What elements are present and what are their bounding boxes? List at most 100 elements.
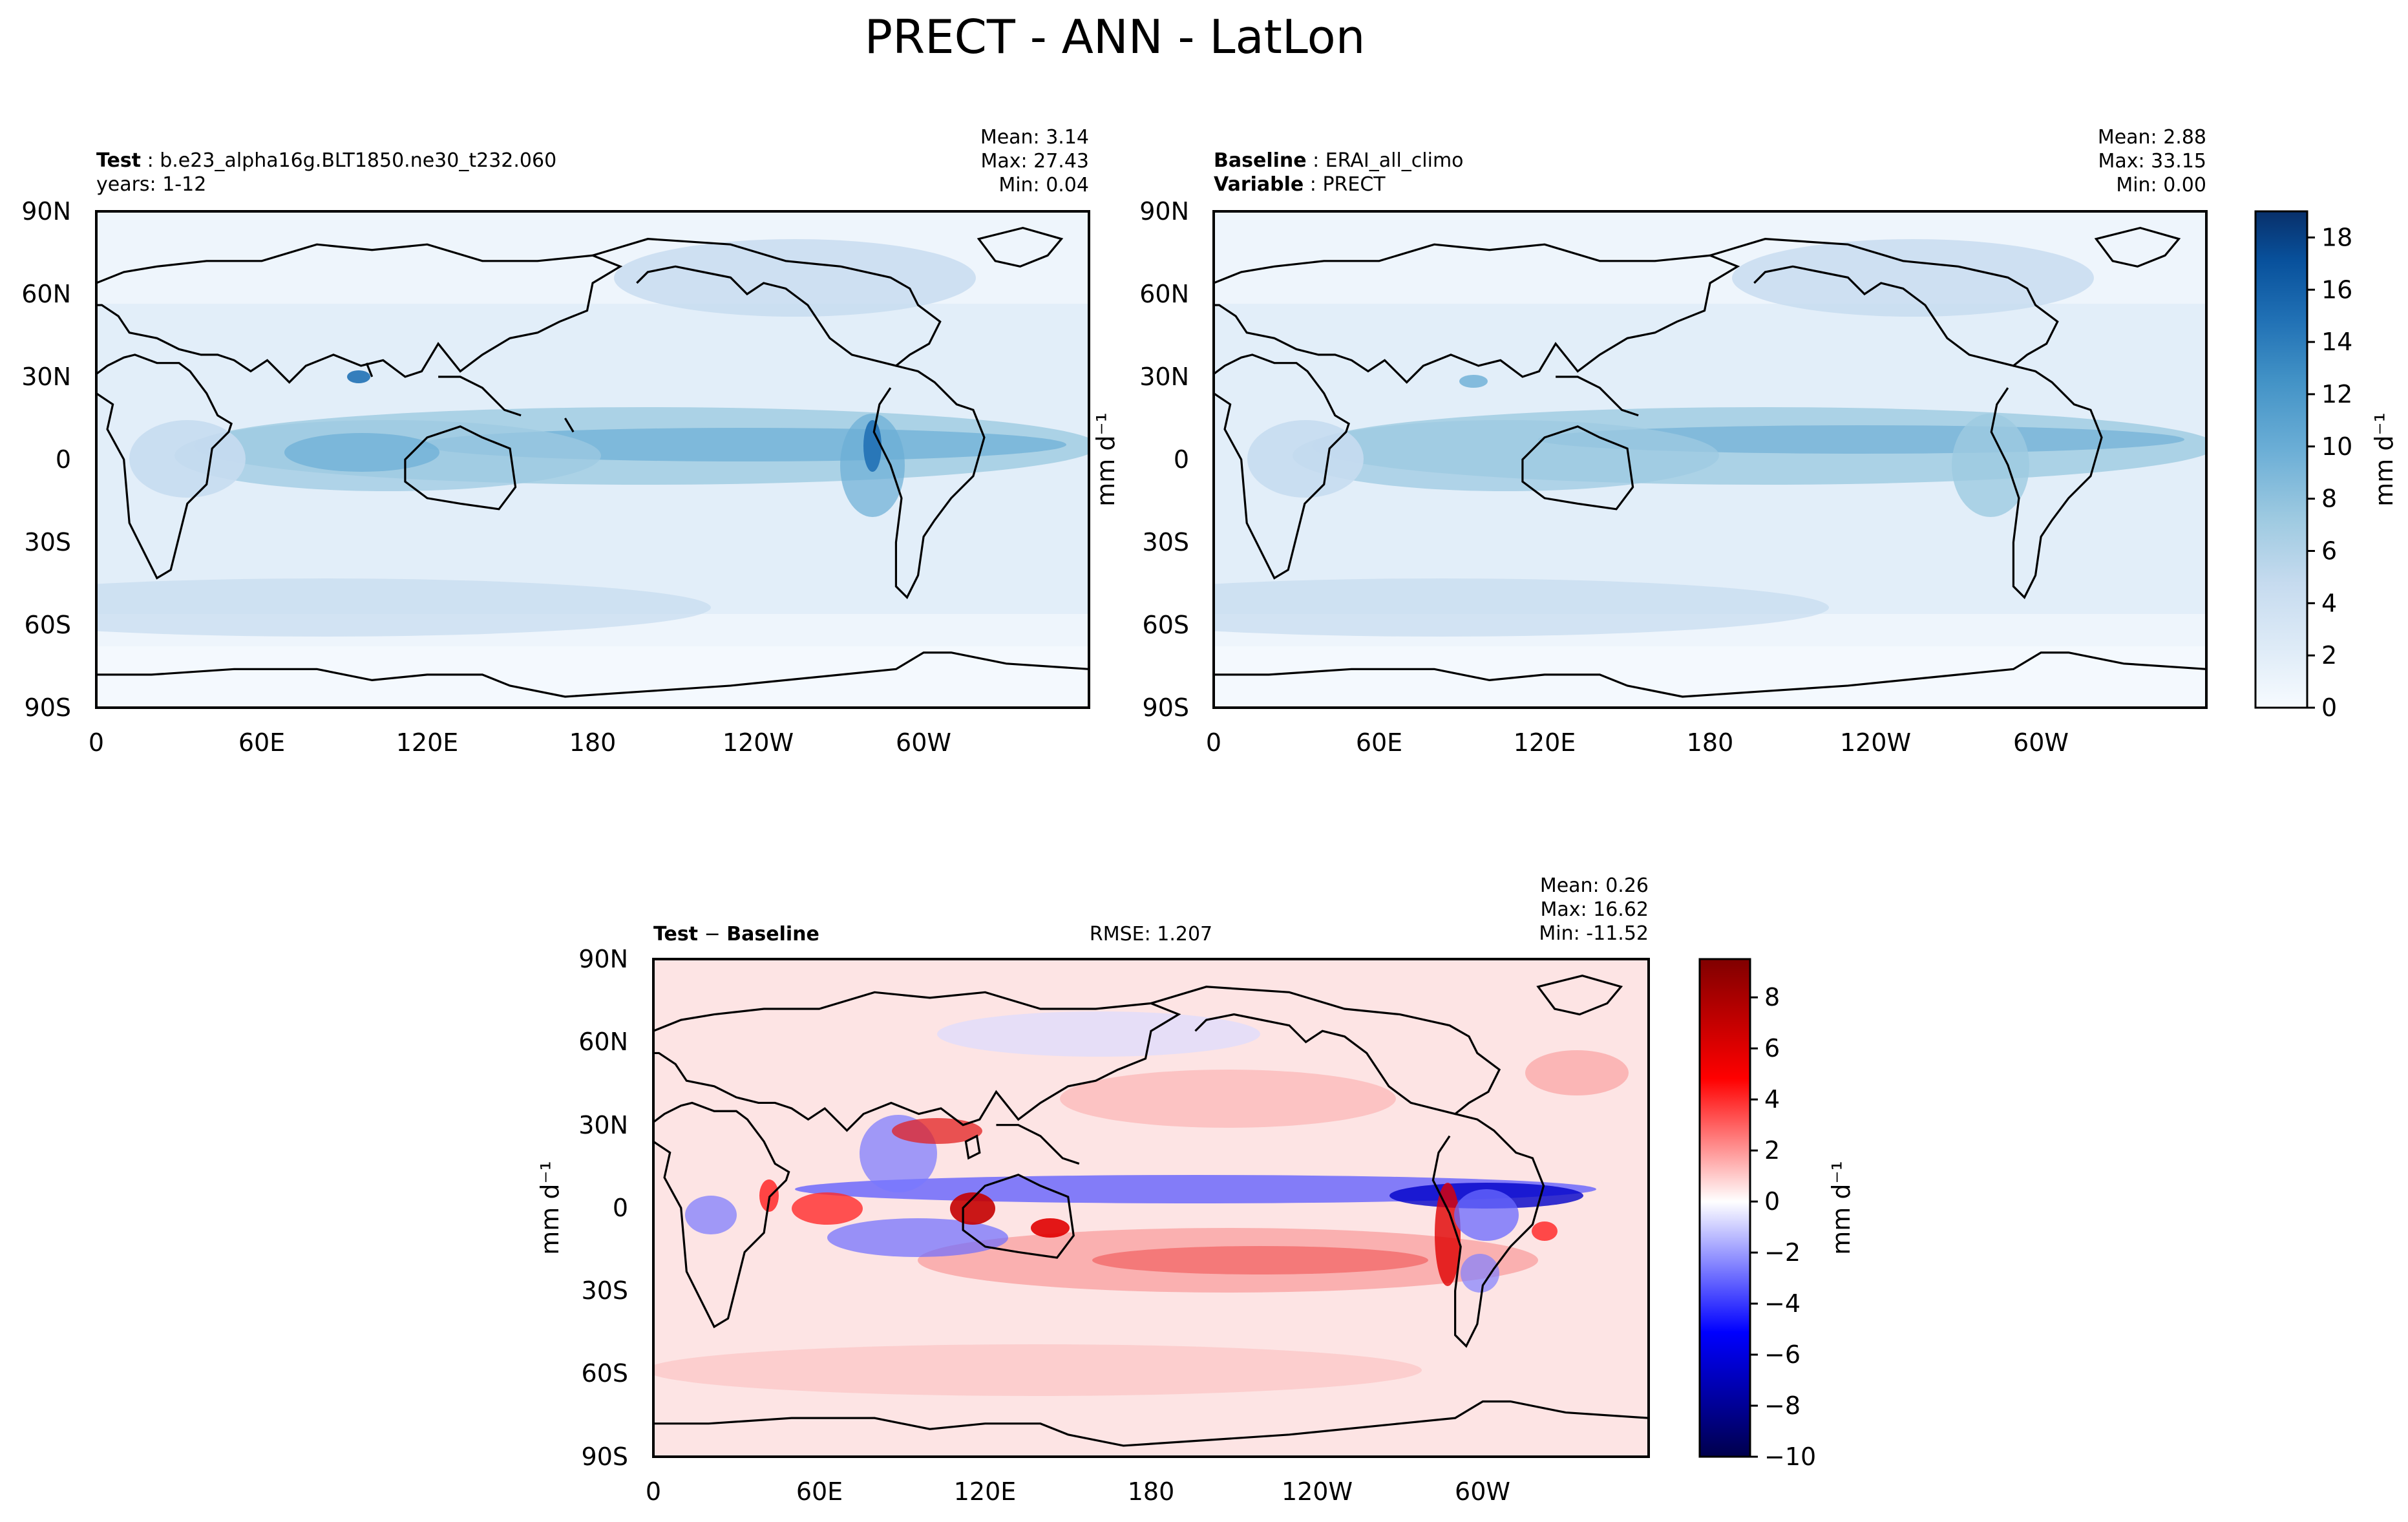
diff-ytick-90s: 90S bbox=[582, 1443, 628, 1471]
colorbar-diff-bar bbox=[1698, 958, 1751, 1458]
diff-ytick-0: 0 bbox=[613, 1194, 628, 1222]
colorbar-precip-tick-label: 12 bbox=[2321, 380, 2352, 408]
colorbar-precip-bar bbox=[2254, 210, 2308, 709]
test-xtick-60e: 60E bbox=[238, 728, 285, 757]
test-ytick-60s: 60S bbox=[25, 611, 71, 639]
colorbar-diff-label: mm d⁻¹ bbox=[1827, 1161, 1855, 1255]
test-ytick-90n: 90N bbox=[21, 197, 71, 226]
baseline-label: Baseline : ERAI_all_climo bbox=[1214, 149, 1464, 172]
baseline-xtick-180: 180 bbox=[1687, 728, 1734, 757]
colorbar-precip-tick-label: 6 bbox=[2321, 536, 2337, 565]
baseline-ytick-30n: 30N bbox=[1139, 363, 1189, 391]
diff-coastlines bbox=[653, 975, 1649, 1457]
diff-label-test: Test bbox=[653, 923, 698, 946]
test-ytick-30s: 30S bbox=[25, 528, 71, 556]
diff-ytick-90n: 90N bbox=[578, 945, 628, 973]
baseline-label-bold: Baseline bbox=[1214, 149, 1307, 172]
test-ytick-90s: 90S bbox=[25, 693, 71, 722]
colorbar-diff-tick-label: −8 bbox=[1764, 1391, 1801, 1420]
test-y-ticks: 90N 60N 30N 0 30S 60S 90S bbox=[21, 197, 71, 722]
diff-xtick-60e: 60E bbox=[796, 1477, 843, 1506]
diff-map-frame bbox=[652, 958, 1650, 1458]
diff-max: Max: 16.62 bbox=[1540, 898, 1649, 921]
baseline-coastlines bbox=[1214, 226, 2206, 708]
diff-rmse: RMSE: 1.207 bbox=[1090, 923, 1212, 946]
colorbar-diff-tick-label: 0 bbox=[1764, 1187, 1780, 1216]
colorbar-diff-tick-label: 6 bbox=[1764, 1034, 1780, 1062]
test-label: Test : b.e23_alpha16g.BLT1850.ne30_t232.… bbox=[96, 149, 556, 172]
test-x-ticks: 0 60E 120E 180 120W 60W bbox=[89, 728, 951, 757]
diff-xtick-120w: 120W bbox=[1282, 1477, 1353, 1506]
test-xtick-60w: 60W bbox=[896, 728, 951, 757]
colorbar-diff-tick-label: 8 bbox=[1764, 983, 1780, 1011]
baseline-xtick-60w: 60W bbox=[2013, 728, 2069, 757]
panel-test: Test : b.e23_alpha16g.BLT1850.ne30_t232.… bbox=[21, 126, 1090, 757]
baseline-xtick-120e: 120E bbox=[1514, 728, 1576, 757]
colorbar-diff-tick-label: −10 bbox=[1764, 1443, 1816, 1471]
baseline-map-frame bbox=[1212, 210, 2208, 709]
test-xtick-120e: 120E bbox=[396, 728, 459, 757]
test-map-frame bbox=[95, 210, 1090, 709]
baseline-ytick-90n: 90N bbox=[1139, 197, 1189, 226]
colorbar-precip: 0 2 4 6 8 10 12 14 16 18 mm d⁻¹ bbox=[2254, 210, 2398, 722]
test-xtick-0: 0 bbox=[89, 728, 104, 757]
baseline-max: Max: 33.15 bbox=[2098, 150, 2206, 173]
colorbar-precip-label: mm d⁻¹ bbox=[2370, 412, 2398, 507]
baseline-ylabel: mm d⁻¹ bbox=[1092, 412, 1120, 507]
colorbar-precip-tick-label: 8 bbox=[2321, 485, 2337, 513]
diff-xtick-180: 180 bbox=[1128, 1477, 1175, 1506]
baseline-variable-bold: Variable bbox=[1214, 173, 1304, 196]
diff-ytick-60n: 60N bbox=[578, 1028, 628, 1056]
diff-ytick-60s: 60S bbox=[582, 1359, 628, 1388]
baseline-variable: Variable : PRECT bbox=[1214, 173, 1386, 196]
colorbar-precip-tick-label: 4 bbox=[2321, 589, 2337, 617]
baseline-x-ticks: 0 60E 120E 180 120W 60W bbox=[1206, 728, 2069, 757]
test-ytick-0: 0 bbox=[56, 445, 71, 474]
baseline-mean: Mean: 2.88 bbox=[2098, 126, 2206, 149]
test-years: years: 1-12 bbox=[96, 173, 206, 196]
test-coastlines bbox=[96, 226, 1089, 708]
diff-x-ticks: 0 60E 120E 180 120W 60W bbox=[646, 1477, 1510, 1506]
baseline-ytick-90s: 90S bbox=[1143, 693, 1189, 722]
test-label-bold: Test bbox=[96, 149, 141, 172]
colorbar-diff-tick-label: 4 bbox=[1764, 1085, 1780, 1114]
diff-ytick-30n: 30N bbox=[578, 1111, 628, 1139]
baseline-ytick-0: 0 bbox=[1174, 445, 1189, 474]
colorbar-precip-ticks: 0 2 4 6 8 10 12 14 16 18 bbox=[2307, 223, 2352, 722]
diff-ytick-30s: 30S bbox=[582, 1276, 628, 1305]
test-mean: Mean: 3.14 bbox=[980, 126, 1089, 149]
colorbar-precip-tick-label: 18 bbox=[2321, 223, 2352, 251]
baseline-y-ticks: 90N 60N 30N 0 30S 60S 90S bbox=[1139, 197, 1189, 722]
baseline-xtick-120w: 120W bbox=[1840, 728, 1911, 757]
baseline-variable-text: PRECT bbox=[1322, 173, 1386, 196]
colorbar-precip-tick-label: 0 bbox=[2321, 693, 2337, 722]
baseline-label-text: ERAI_all_climo bbox=[1325, 149, 1464, 172]
test-ytick-30n: 30N bbox=[21, 363, 71, 391]
panel-baseline: Baseline : ERAI_all_climo Variable : PRE… bbox=[1092, 126, 2398, 757]
colorbar-diff-tick-label: 2 bbox=[1764, 1136, 1780, 1165]
colorbar-diff-tick-label: −2 bbox=[1764, 1238, 1801, 1267]
baseline-map-field bbox=[1214, 211, 2206, 708]
colorbar-precip-tick-label: 2 bbox=[2321, 641, 2337, 670]
test-min: Min: 0.04 bbox=[998, 174, 1089, 196]
diff-xtick-60w: 60W bbox=[1455, 1477, 1510, 1506]
diff-map-field bbox=[653, 959, 1649, 1457]
test-map-field bbox=[96, 211, 1089, 708]
diff-label-sep: − bbox=[698, 923, 726, 946]
diff-mean: Mean: 0.26 bbox=[1540, 874, 1649, 897]
colorbar-precip-tick-label: 10 bbox=[2321, 432, 2352, 461]
colorbar-precip-tick-label: 16 bbox=[2321, 275, 2352, 304]
diff-min: Min: -11.52 bbox=[1539, 922, 1649, 945]
test-xtick-180: 180 bbox=[569, 728, 617, 757]
baseline-ytick-60s: 60S bbox=[1143, 611, 1189, 639]
colorbar-precip-tick-label: 14 bbox=[2321, 328, 2352, 356]
diff-label-baseline: Baseline bbox=[726, 923, 819, 946]
colorbar-diff-tick-label: −6 bbox=[1764, 1340, 1801, 1369]
colorbar-diff-ticks: −10 −8 −6 −4 −2 0 2 4 6 8 bbox=[1750, 983, 1816, 1471]
baseline-xtick-60e: 60E bbox=[1356, 728, 1402, 757]
figure-title: PRECT - ANN - LatLon bbox=[865, 10, 1366, 64]
colorbar-diff-tick-label: −4 bbox=[1764, 1289, 1801, 1318]
test-label-text: b.e23_alpha16g.BLT1850.ne30_t232.060 bbox=[160, 149, 556, 172]
diff-xtick-0: 0 bbox=[646, 1477, 661, 1506]
